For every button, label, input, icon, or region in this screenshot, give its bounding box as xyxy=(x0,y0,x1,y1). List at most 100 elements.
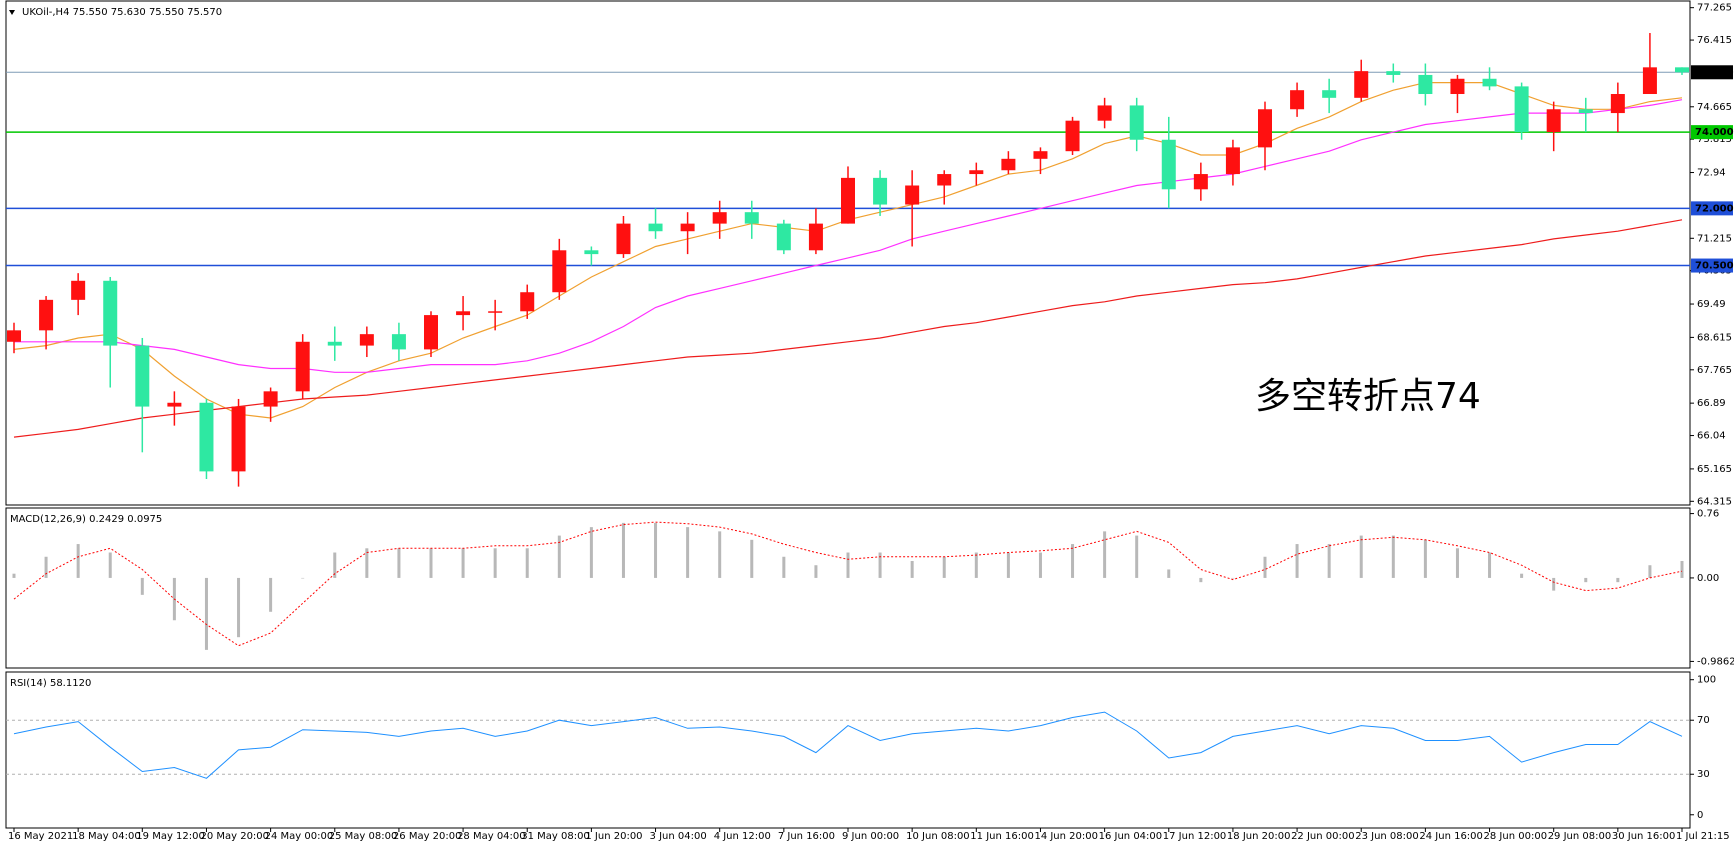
candle-body xyxy=(969,170,984,175)
histogram-bar xyxy=(1520,573,1524,578)
annotation: 多空转折点74 xyxy=(1255,376,1481,417)
x-tick-label: 1 Jun 20:00 xyxy=(585,831,642,842)
candle-body xyxy=(584,250,599,255)
candle-body xyxy=(1322,90,1337,98)
x-tick-label: 31 May 08:00 xyxy=(521,831,590,842)
candle-body xyxy=(712,212,727,224)
candle-body xyxy=(135,345,150,407)
x-tick-label: 24 May 00:00 xyxy=(265,831,334,842)
candle-body xyxy=(424,315,438,350)
indicator-line xyxy=(13,711,1683,779)
panel-frame xyxy=(5,0,1691,506)
y-tick-label: 69.49 xyxy=(1697,299,1726,310)
histogram-bar xyxy=(878,552,882,578)
y-tick-label: 100 xyxy=(1697,675,1716,686)
candle-body xyxy=(680,223,695,232)
histogram-bar xyxy=(1455,548,1459,578)
x-tick-label: 19 May 12:00 xyxy=(136,831,205,842)
histogram-bar xyxy=(1038,552,1042,578)
histogram-bar xyxy=(814,565,818,578)
histogram-bar xyxy=(782,556,786,578)
price-label-box xyxy=(1691,258,1733,273)
menu-arrow[interactable] xyxy=(9,10,15,15)
histogram-bar xyxy=(269,577,273,612)
histogram-bar xyxy=(1423,539,1427,578)
candle-body xyxy=(71,280,86,300)
candle-body xyxy=(1418,74,1433,95)
x-tick-label: 24 Jun 16:00 xyxy=(1419,831,1483,842)
histogram-bar xyxy=(1135,535,1139,578)
signal-line xyxy=(13,521,1683,647)
candle-body xyxy=(1546,109,1561,133)
histogram-bar xyxy=(1327,544,1331,578)
y-tick-label: 66.04 xyxy=(1697,431,1726,442)
panel-title: RSI(14) 58.1120 xyxy=(10,678,91,689)
candle-body xyxy=(1258,109,1272,148)
histogram-bar xyxy=(140,577,144,595)
candle-body xyxy=(1578,109,1593,114)
histogram-bar xyxy=(1231,577,1235,579)
x-tick-label: 16 May 2021 xyxy=(8,831,73,842)
panel-title: MACD(12,26,9) 0.2429 0.0975 xyxy=(10,514,162,525)
histogram-bar xyxy=(429,548,433,578)
candle-body xyxy=(1225,147,1240,175)
candle-body xyxy=(1193,174,1208,190)
y-tick-label: 77.265 xyxy=(1697,3,1732,14)
x-tick-label: 20 May 20:00 xyxy=(200,831,269,842)
histogram-bar xyxy=(1103,531,1107,578)
x-tick-label: 28 May 04:00 xyxy=(457,831,526,842)
histogram-bar xyxy=(1006,552,1010,578)
histogram-bar xyxy=(654,522,658,578)
candle-body xyxy=(776,223,791,251)
histogram-bar xyxy=(108,552,112,578)
histogram-bar xyxy=(1584,577,1588,583)
candle-body xyxy=(456,311,471,316)
candle-body xyxy=(1450,78,1465,95)
candle-body xyxy=(391,334,406,350)
candle-body xyxy=(199,402,214,472)
x-tick-label: 16 Jun 04:00 xyxy=(1099,831,1163,842)
histogram-bar xyxy=(846,552,850,578)
y-tick-label: 68.615 xyxy=(1697,332,1732,343)
candle-body xyxy=(7,330,21,342)
y-tick-label: -0.9862 xyxy=(1697,656,1734,667)
price-label-box xyxy=(1691,201,1733,216)
candle-body xyxy=(905,185,920,205)
x-tick-label: 17 Jun 12:00 xyxy=(1163,831,1227,842)
y-tick-label: 71.215 xyxy=(1697,233,1732,244)
histogram-bar xyxy=(44,556,48,578)
histogram-bar xyxy=(1680,560,1684,578)
candle-body xyxy=(937,174,952,186)
candle-body xyxy=(873,177,888,205)
histogram-bar xyxy=(1263,556,1267,578)
candle-body xyxy=(1065,120,1080,152)
histogram-bar xyxy=(76,544,80,578)
candle-body xyxy=(1290,90,1305,110)
candle-body xyxy=(1161,139,1176,190)
y-tick-label: 0 xyxy=(1697,810,1703,821)
candle-body xyxy=(552,250,567,293)
histogram-bar xyxy=(525,548,529,578)
price-label: 72.000 xyxy=(1695,203,1734,214)
histogram-bar xyxy=(718,531,722,578)
candle-body xyxy=(1001,158,1016,171)
y-tick-label: 70 xyxy=(1697,715,1710,726)
y-tick-label: 72.94 xyxy=(1697,168,1726,179)
histogram-bar xyxy=(1071,544,1075,578)
x-tick-label: 18 Jun 20:00 xyxy=(1227,831,1291,842)
candle-body xyxy=(616,223,631,255)
x-tick-label: 3 Jun 04:00 xyxy=(650,831,707,842)
price-label-box xyxy=(1691,65,1733,80)
histogram-bar xyxy=(621,522,625,578)
x-tick-label: 25 May 08:00 xyxy=(329,831,398,842)
candle-body xyxy=(648,223,663,232)
moving-average xyxy=(14,99,1683,373)
candle-body xyxy=(1675,67,1689,73)
y-tick-label: 64.315 xyxy=(1697,496,1732,507)
histogram-bar xyxy=(461,548,465,578)
y-tick-label: 67.765 xyxy=(1697,365,1732,376)
histogram-bar xyxy=(974,552,978,578)
candle-body xyxy=(841,177,855,224)
candle-body xyxy=(1642,67,1657,95)
